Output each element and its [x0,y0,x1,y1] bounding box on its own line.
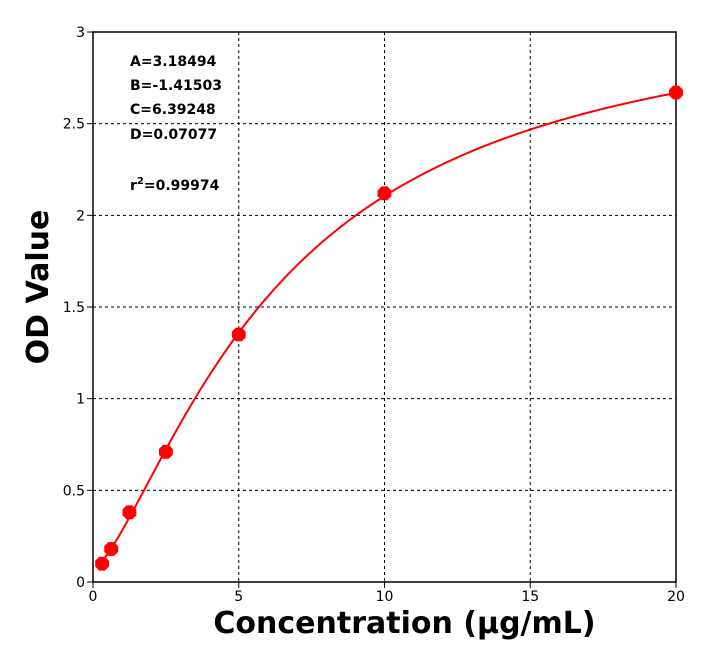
y-axis: 0 0.5 1 1.5 2 2.5 3 [63,25,93,591]
grid-lines [93,32,676,582]
r-squared-superscript: 2 [137,176,144,187]
y-tick-label: 1 [76,392,85,408]
x-axis-title: Concentration (µg/mL) [213,606,595,641]
data-point [122,505,137,520]
param-a-label: A=3.18494 [130,54,217,70]
param-d-label: D=0.07077 [130,127,217,143]
data-points [95,85,683,571]
x-tick-label: 5 [234,589,243,605]
x-tick-label: 20 [667,589,685,605]
x-axis: 0 5 10 15 20 [89,582,685,605]
fit-curve [101,91,677,562]
data-point [669,85,683,100]
data-point [95,556,110,571]
y-tick-label: 3 [76,25,85,41]
param-b-label: B=-1.41503 [130,78,222,94]
y-axis-title: OD Value [21,210,56,365]
r-squared-prefix: r [130,178,137,194]
data-point [377,186,392,201]
y-tick-label: 2 [76,208,85,224]
x-tick-label: 0 [89,589,98,605]
data-point [158,444,173,459]
r-squared-value: =0.99974 [144,178,220,194]
y-tick-label: 0 [76,575,85,591]
y-tick-label: 0.5 [63,483,85,499]
x-tick-label: 15 [521,589,539,605]
param-c-label: C=6.39248 [130,102,216,118]
data-point [231,327,246,342]
y-tick-label: 2.5 [63,117,85,133]
data-point [104,542,119,556]
r-squared-label: r2=0.99974 [130,176,220,194]
fit-parameters: A=3.18494 B=-1.41503 C=6.39248 D=0.07077… [130,54,222,194]
x-tick-label: 10 [376,589,394,605]
y-tick-label: 1.5 [63,300,85,316]
